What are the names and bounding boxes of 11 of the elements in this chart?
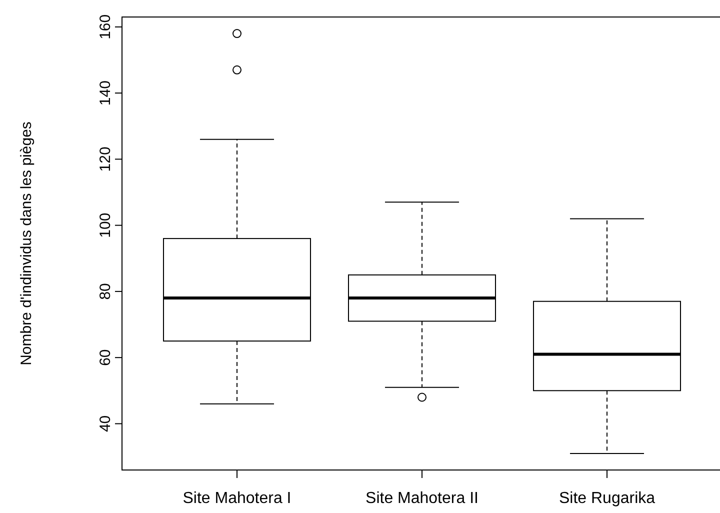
x-tick-label: Site Mahotera II: [366, 490, 478, 507]
y-tick-label: 120: [97, 146, 114, 172]
y-tick-label: 140: [97, 80, 114, 106]
y-axis-title: Nombre d'indinvidus dans les pièges: [18, 122, 35, 366]
y-tick-label: 100: [97, 212, 114, 238]
y-tick-label: 80: [97, 283, 114, 300]
x-tick-label: Site Mahotera I: [182, 490, 292, 507]
y-tick-label: 60: [97, 349, 114, 366]
y-tick-label: 40: [97, 415, 114, 432]
x-tick-label: Site Rugarika: [558, 490, 656, 507]
y-tick-label: 160: [97, 14, 114, 40]
